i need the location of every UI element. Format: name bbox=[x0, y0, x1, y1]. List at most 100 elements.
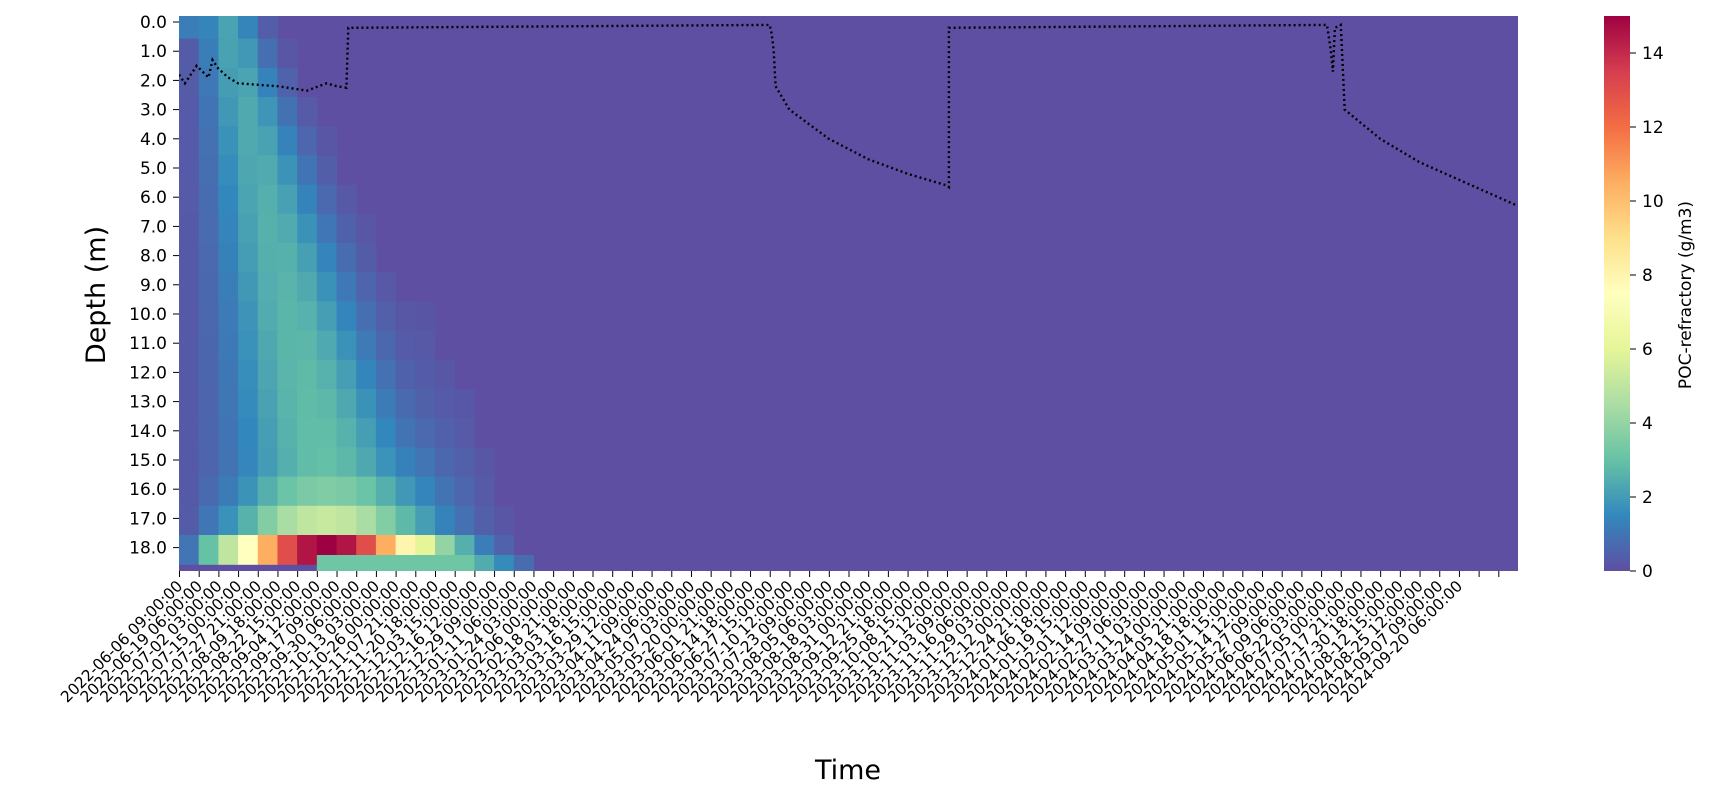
heatmap-cell bbox=[297, 155, 318, 186]
heatmap-cell bbox=[297, 389, 318, 419]
heatmap-cell bbox=[415, 447, 436, 478]
y-tick-label: 5.0 bbox=[140, 159, 167, 179]
heatmap-cell bbox=[395, 330, 416, 361]
heatmap-cell bbox=[297, 359, 318, 390]
heatmap-cell bbox=[238, 476, 259, 507]
heatmap-cell bbox=[179, 213, 200, 244]
heatmap-cell bbox=[277, 359, 298, 390]
heatmap-cell bbox=[454, 505, 475, 536]
heatmap-cell bbox=[179, 505, 200, 536]
heatmap-cell bbox=[395, 418, 416, 448]
heatmap-cell bbox=[356, 418, 377, 448]
heatmap-cell bbox=[257, 155, 279, 186]
heatmap-cell bbox=[297, 418, 318, 448]
heatmap-cell bbox=[277, 505, 298, 536]
y-tick-label: 11.0 bbox=[129, 334, 167, 354]
y-tick-label: 16.0 bbox=[129, 480, 167, 500]
colorbar-tick-label: 10 bbox=[1642, 192, 1664, 212]
heatmap-cell bbox=[277, 97, 298, 127]
heatmap-cell bbox=[454, 555, 475, 571]
heatmap-cell bbox=[356, 272, 377, 302]
heatmap-cell bbox=[415, 505, 436, 536]
heatmap-cell bbox=[316, 126, 338, 156]
heatmap-cell bbox=[257, 243, 279, 273]
heatmap-cell bbox=[415, 555, 436, 571]
y-tick-label: 8.0 bbox=[140, 247, 167, 267]
heatmap-cell bbox=[238, 155, 259, 186]
heatmap-cell bbox=[316, 418, 338, 448]
heatmap-cell bbox=[395, 476, 416, 507]
heatmap-cell bbox=[474, 555, 495, 571]
heatmap-cell bbox=[198, 389, 219, 419]
y-tick-label: 12.0 bbox=[129, 363, 167, 383]
colorbar-tick-label: 0 bbox=[1642, 562, 1653, 582]
heatmap-cell bbox=[198, 184, 219, 215]
heatmap-cell bbox=[297, 476, 318, 507]
heatmap-cell bbox=[198, 418, 219, 448]
heatmap-cell bbox=[218, 330, 239, 361]
heatmap-cell bbox=[198, 16, 219, 40]
colorbar-tick-label: 2 bbox=[1642, 488, 1653, 508]
heatmap-cell bbox=[356, 505, 377, 536]
heatmap-cell bbox=[356, 389, 377, 419]
heatmap-cell bbox=[316, 505, 338, 536]
heatmap-cell bbox=[238, 389, 259, 419]
heatmap-cell bbox=[218, 535, 239, 565]
y-tick-label: 1.0 bbox=[140, 42, 167, 62]
heatmap-cell bbox=[257, 126, 279, 156]
heatmap-cell bbox=[179, 301, 200, 332]
heatmap-cell bbox=[336, 272, 357, 302]
heatmap-cell bbox=[316, 359, 338, 390]
heatmap-cell bbox=[257, 213, 279, 244]
y-tick-label: 17.0 bbox=[129, 509, 167, 529]
heatmap-cell bbox=[198, 505, 219, 536]
heatmap-cell bbox=[218, 447, 239, 478]
heatmap-cell bbox=[316, 330, 338, 361]
heatmap-cell bbox=[415, 476, 436, 507]
heatmap-cell bbox=[277, 301, 298, 332]
heatmap-cell bbox=[434, 447, 456, 478]
heatmap-cell bbox=[454, 389, 475, 419]
heatmap-cell bbox=[218, 272, 239, 302]
heatmap-cell bbox=[474, 476, 495, 507]
heatmap-cell bbox=[238, 301, 259, 332]
colorbar: 0 2 4 6 8 10 12 14 POC-refractory (g/m3) bbox=[1604, 16, 1696, 582]
heatmap-cell bbox=[336, 476, 357, 507]
heatmap-cell bbox=[297, 301, 318, 332]
heatmap-cell bbox=[277, 447, 298, 478]
heatmap-cell bbox=[415, 389, 436, 419]
heatmap-cell bbox=[395, 447, 416, 478]
heatmap-cell bbox=[375, 272, 397, 302]
heatmap-cell bbox=[297, 447, 318, 478]
heatmap-cell bbox=[179, 184, 200, 215]
heatmap-cell bbox=[257, 97, 279, 127]
heatmap-cell bbox=[356, 359, 377, 390]
heatmap-cell bbox=[297, 184, 318, 215]
heatmap-cell bbox=[238, 330, 259, 361]
heatmap-cell bbox=[375, 447, 397, 478]
heatmap-cell bbox=[179, 359, 200, 390]
heatmap-cell bbox=[434, 476, 456, 507]
heatmap-cell bbox=[218, 418, 239, 448]
colorbar-tick-label: 12 bbox=[1642, 118, 1664, 138]
y-tick-label: 2.0 bbox=[140, 71, 167, 91]
heatmap-cell bbox=[297, 97, 318, 127]
heatmap-cell bbox=[395, 505, 416, 536]
heatmap-cell bbox=[218, 67, 239, 98]
heatmap-cell bbox=[179, 243, 200, 273]
heatmap-cell bbox=[454, 447, 475, 478]
heatmap-cell bbox=[179, 16, 200, 40]
heatmap-cell bbox=[238, 213, 259, 244]
heatmap-cell bbox=[474, 447, 495, 478]
heatmap-cell bbox=[454, 476, 475, 507]
heatmap-cell bbox=[198, 301, 219, 332]
heatmap-cell bbox=[257, 535, 279, 565]
heatmap-cell bbox=[375, 301, 397, 332]
heatmap-cell bbox=[434, 359, 456, 390]
heatmap-cell bbox=[316, 476, 338, 507]
heatmap-cell bbox=[218, 184, 239, 215]
heatmap-cell bbox=[316, 447, 338, 478]
heatmap-cell bbox=[277, 67, 298, 98]
heatmap-cell bbox=[297, 535, 318, 565]
